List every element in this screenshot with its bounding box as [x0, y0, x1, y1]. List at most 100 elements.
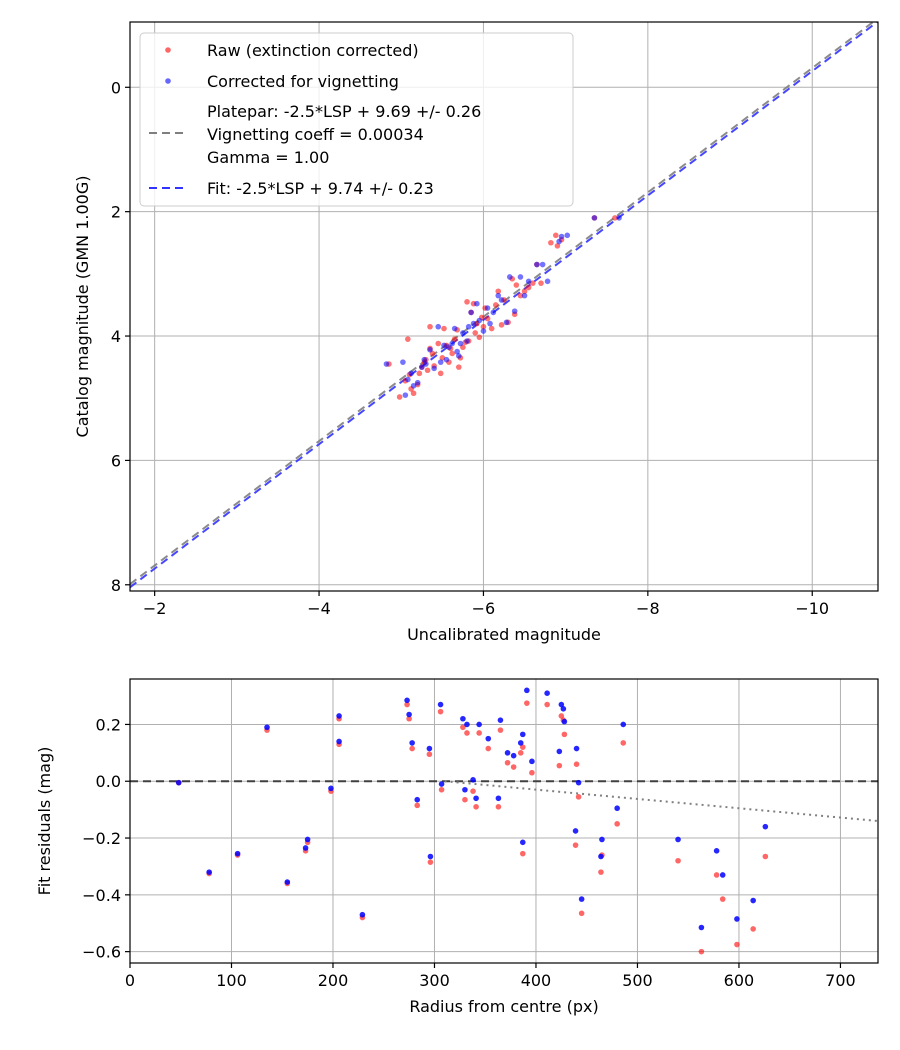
data-point [455, 364, 462, 370]
data-point [473, 795, 479, 802]
legend-platepar-text: Gamma = 1.00 [207, 148, 329, 167]
data-point [558, 701, 565, 708]
data-point [719, 896, 726, 902]
data-point [544, 701, 550, 708]
data-point [556, 762, 563, 769]
ticks: 0 100 200 300 400 500 600 700 0.2 0.0 −0.2 −0.4 −0.6 [82, 715, 856, 990]
data-point [620, 721, 627, 728]
data-point [519, 850, 526, 857]
data-point [529, 758, 535, 765]
data-point [734, 941, 740, 948]
data-point [539, 261, 546, 268]
data-point [575, 779, 582, 786]
data-point [573, 761, 580, 767]
data-point [485, 745, 492, 752]
data-point [476, 721, 482, 728]
data-point [304, 836, 311, 843]
x-tick-label: 100 [216, 971, 247, 990]
data-point [552, 232, 559, 239]
x-tick-label: 200 [318, 971, 349, 990]
data-point [525, 278, 532, 285]
data-point [750, 897, 756, 904]
legend-platepar-text: Platepar: -2.5*LSP + 9.69 +/- 0.26 [207, 102, 481, 121]
data-point [443, 356, 450, 363]
data-point [544, 690, 550, 696]
data-point [504, 750, 511, 756]
data-point [175, 779, 182, 786]
legend-fit-label: Fit: -2.5*LSP + 9.74 +/- 0.23 [207, 179, 434, 198]
plot-area [130, 22, 878, 589]
data-point [513, 282, 520, 288]
data-point [457, 340, 464, 347]
plot-area [130, 687, 878, 955]
data-point [423, 361, 429, 367]
y-tick-label: 8 [111, 576, 121, 595]
data-point [470, 777, 476, 783]
data-point [762, 823, 769, 830]
data-point [435, 340, 442, 347]
data-point [473, 804, 479, 810]
data-point [556, 748, 563, 755]
data-point [506, 274, 513, 280]
data-point [497, 717, 504, 723]
data-point [476, 730, 482, 736]
data-point [525, 284, 532, 291]
data-point [406, 715, 412, 722]
fit-line [130, 22, 878, 589]
data-point [488, 325, 495, 332]
data-point [510, 764, 517, 770]
data-point [558, 233, 565, 240]
data-point [762, 853, 769, 860]
series-0 [386, 215, 618, 400]
legend-raw-label: Raw (extinction corrected) [207, 41, 419, 60]
data-point [416, 370, 423, 377]
data-point [564, 232, 571, 239]
data-point [414, 796, 421, 803]
data-point [406, 711, 412, 718]
data-point [449, 350, 456, 357]
data-point [521, 292, 528, 299]
data-point [206, 869, 212, 875]
x-tick-label: 600 [724, 971, 755, 990]
data-point [464, 730, 470, 736]
ticks: −2 −4 −6 −8 −10 0 2 4 6 8 [111, 78, 829, 618]
data-point [713, 848, 720, 854]
data-point [504, 759, 511, 766]
data-point [465, 323, 472, 330]
data-point [441, 342, 447, 349]
data-point [400, 359, 406, 365]
y-tick-label: −0.6 [82, 943, 121, 962]
x-tick-label: 500 [622, 971, 653, 990]
data-point [462, 786, 468, 793]
legend-corrected-marker [165, 78, 171, 84]
grid [129, 679, 878, 963]
data-point [572, 842, 579, 848]
data-point [404, 697, 410, 704]
data-point [544, 278, 551, 285]
data-point [476, 334, 483, 341]
data-point [750, 926, 756, 932]
data-point [421, 356, 428, 363]
data-point [614, 821, 620, 827]
x-tick-label: −8 [636, 599, 660, 618]
data-point [474, 300, 480, 307]
data-point [495, 292, 502, 299]
data-point [599, 836, 605, 843]
data-point [498, 322, 505, 328]
data-point [449, 340, 456, 347]
data-point [519, 744, 526, 750]
data-point [534, 261, 540, 268]
y-axis-label: Fit residuals (mag) [35, 747, 54, 896]
data-point [414, 802, 421, 809]
legend-raw-marker [165, 47, 171, 53]
data-point [437, 359, 444, 365]
data-point [734, 916, 740, 922]
legend-box [139, 32, 574, 207]
data-point [591, 215, 598, 221]
data-point [510, 752, 517, 759]
top-chart: −2 −4 −6 −8 −10 0 2 4 6 8 Uncalibrated magnitude Ca… [73, 21, 879, 644]
x-tick-label: −2 [143, 599, 167, 618]
data-point [336, 738, 342, 745]
x-tick-label: −10 [795, 599, 829, 618]
data-point [573, 745, 580, 752]
